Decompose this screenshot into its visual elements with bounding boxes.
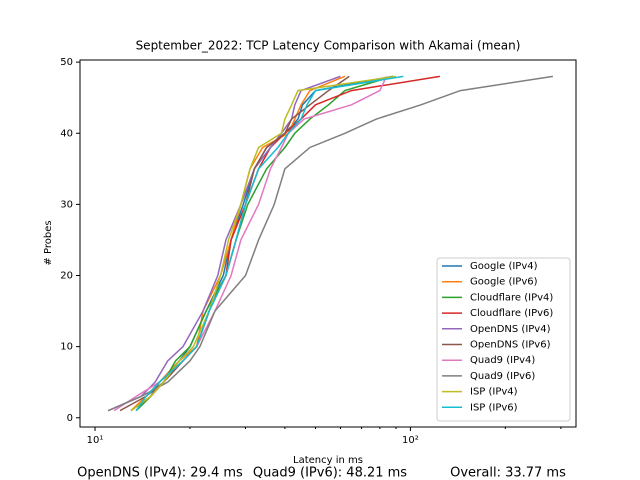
y-tick-label: 30 <box>60 199 73 210</box>
x-tick-label: 10² <box>402 435 419 446</box>
legend-box <box>436 257 571 422</box>
legend-label: Quad9 (IPv4) <box>470 355 535 366</box>
y-tick-label: 20 <box>60 271 73 282</box>
footer-note: Quad9 (IPv6): 48.21 ms <box>253 466 407 480</box>
legend-label: OpenDNS (IPv4) <box>470 324 551 335</box>
series-line <box>107 75 554 412</box>
series-line <box>135 75 394 412</box>
plot-frame <box>79 59 577 428</box>
legend-label: ISP (IPv6) <box>470 402 518 413</box>
legend-label: Google (IPv6) <box>470 277 538 288</box>
y-tick-label: 0 <box>67 413 73 424</box>
x-axis-label: Latency in ms <box>293 455 363 466</box>
y-tick-label: 50 <box>60 57 73 68</box>
legend-label: Cloudflare (IPv6) <box>470 308 553 319</box>
legend-label: Google (IPv4) <box>470 261 538 272</box>
legend-label: Cloudflare (IPv4) <box>470 292 553 303</box>
x-tick-label: 10¹ <box>87 435 104 446</box>
legend-label: Quad9 (IPv6) <box>470 371 535 382</box>
series-line <box>107 75 341 412</box>
legend-label: ISP (IPv4) <box>470 387 518 398</box>
footer-note: OpenDNS (IPv4): 29.4 ms <box>77 466 243 480</box>
legend-label: OpenDNS (IPv6) <box>470 340 551 351</box>
footer-note: Overall: 33.77 ms <box>450 466 566 480</box>
series-line <box>135 75 404 412</box>
y-axis-label: # Probes <box>43 220 54 265</box>
chart-title: September_2022: TCP Latency Comparison w… <box>136 39 521 53</box>
y-tick-label: 10 <box>60 342 73 353</box>
y-tick-label: 40 <box>60 128 73 139</box>
